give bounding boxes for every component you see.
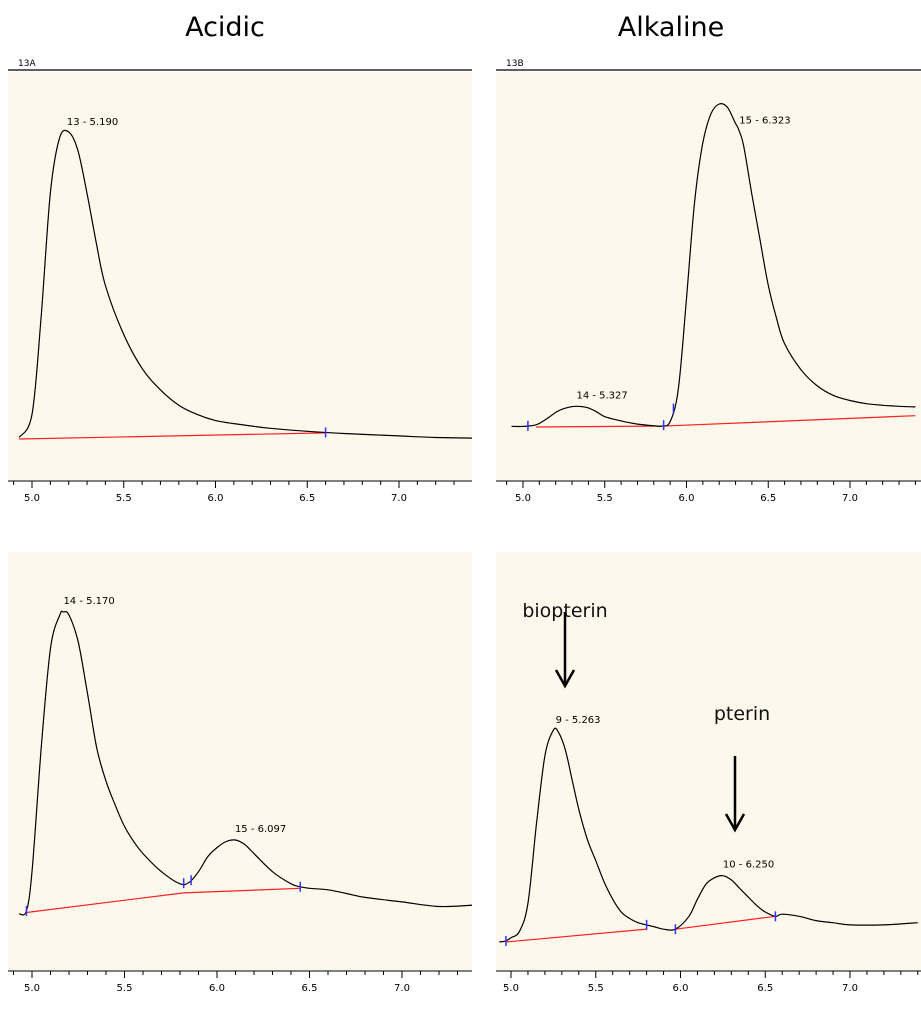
chromatogram-trace (511, 102, 916, 428)
peak-label: 13 - 5.190 (67, 117, 118, 128)
x-tick-label: 6.0 (673, 983, 689, 994)
x-tick-label: 7.0 (394, 983, 410, 994)
integration-baseline (19, 432, 326, 440)
peak-label: 9 - 5.263 (556, 715, 601, 726)
alkaline-title: Alkaline (618, 12, 724, 43)
panel-1: 13A 5.0 5.5 6.0 6.5 7.0 13 - 5.190 (8, 59, 472, 504)
x-tick-label: 6.5 (757, 983, 773, 994)
x-tick-label: 5.5 (588, 983, 604, 994)
x-tick-label: 5.0 (24, 983, 40, 994)
x-tick-label: 7.0 (391, 493, 407, 504)
panel-title: 13A (18, 59, 36, 69)
acidic-title: Acidic (185, 12, 265, 43)
x-tick-label: 5.5 (597, 493, 613, 504)
x-tick-label: 5.0 (503, 983, 519, 994)
biopterin-arrow (554, 612, 576, 689)
chromatogram-trace (18, 129, 472, 439)
peak-label: 14 - 5.327 (576, 390, 627, 401)
x-tick-label: 6.5 (760, 493, 776, 504)
panel-title: 13B (506, 59, 524, 69)
peak-label: 15 - 6.097 (235, 824, 286, 835)
x-tick-label: 6.5 (299, 493, 315, 504)
x-tick-label: 6.0 (679, 493, 695, 504)
chromatogram-panels: 13A 5.0 5.5 6.0 6.5 7.0 13 - 5.190 13B 5.0 5.5 6.0… (8, 59, 921, 994)
x-tick-label: 6.0 (209, 983, 225, 994)
x-tick-label: 7.0 (842, 983, 858, 994)
panel-4: 5.0 5.5 6.0 6.5 7.0 9 - 5.263 10 - 6.250 (496, 552, 921, 994)
chromatogram-trace (18, 610, 472, 916)
x-tick-label: 5.0 (515, 493, 531, 504)
plot-background (8, 72, 472, 480)
panel-3: 5.0 5.5 6.0 6.5 7.0 14 - 5.170 15 - 6.097 (8, 552, 472, 994)
x-tick-label: 7.0 (842, 493, 858, 504)
integration-baseline (26, 892, 184, 914)
x-tick-label: 5.5 (117, 983, 133, 994)
integration-baseline (505, 928, 647, 943)
integration-baseline (183, 887, 301, 894)
x-tick-label: 6.5 (302, 983, 318, 994)
pterin-arrow (724, 756, 746, 833)
plot-background (496, 552, 921, 970)
peak-label: 14 - 5.170 (63, 596, 114, 607)
x-tick-label: 5.0 (24, 493, 40, 504)
biopterin-annotation: biopterin (522, 600, 607, 622)
peak-label: 10 - 6.250 (723, 860, 774, 871)
integration-baseline (675, 915, 776, 930)
x-tick-label: 5.5 (116, 493, 132, 504)
pterin-annotation: pterin (714, 703, 770, 725)
plot-background (496, 72, 921, 480)
integration-baseline (663, 415, 916, 427)
panel-2: 13B 5.0 5.5 6.0 6.5 7.0 14 - 5.327 15 - 6.323 (496, 59, 921, 504)
chromatogram-trace (499, 727, 918, 943)
peak-label: 15 - 6.323 (739, 116, 790, 127)
integration-baseline (536, 425, 664, 428)
plot-background (8, 552, 472, 970)
x-tick-label: 6.0 (208, 493, 224, 504)
